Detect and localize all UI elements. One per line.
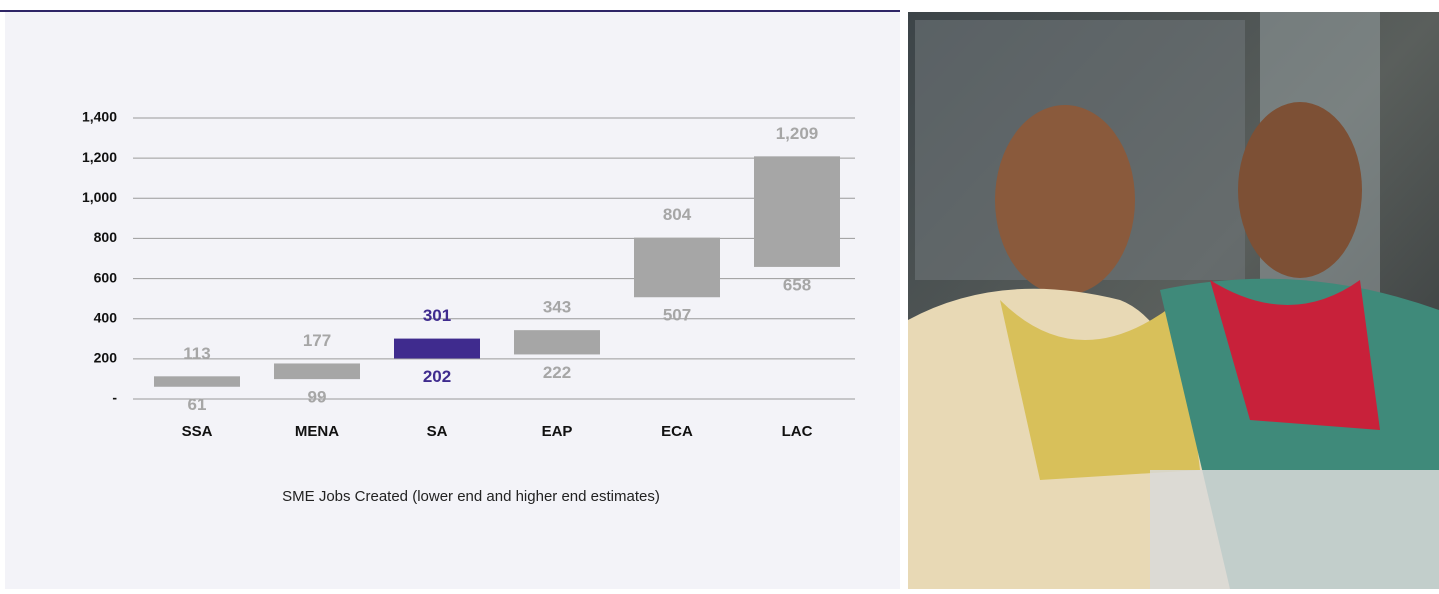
high-value-label: 1,209 <box>776 124 819 143</box>
high-value-label: 804 <box>663 205 692 224</box>
low-value-label: 99 <box>308 388 327 407</box>
x-axis-caption: SME Jobs Created (lower end and higher e… <box>282 488 660 505</box>
high-value-label: 301 <box>423 306 451 325</box>
low-value-label: 658 <box>783 275 811 294</box>
x-tick-label: MENA <box>295 423 339 440</box>
x-tick-label: ECA <box>661 423 693 440</box>
chart-panel <box>5 12 900 589</box>
y-tick-label: 1,200 <box>82 149 117 165</box>
top-rule <box>0 10 900 12</box>
low-value-label: 507 <box>663 306 691 325</box>
y-tick-label: 400 <box>94 309 118 325</box>
x-tick-label: EAP <box>542 423 573 440</box>
y-tick-label: 600 <box>94 269 118 285</box>
range-bar <box>154 376 240 387</box>
high-value-label: 343 <box>543 298 571 317</box>
y-tick-label: - <box>112 390 117 406</box>
y-tick-label: 1,400 <box>82 109 117 125</box>
low-value-label: 202 <box>423 367 451 386</box>
x-tick-label: SA <box>427 423 448 440</box>
range-bar <box>514 330 600 355</box>
low-value-label: 222 <box>543 363 571 382</box>
range-bar <box>634 237 720 298</box>
range-bar <box>754 156 840 267</box>
photo <box>908 12 1439 589</box>
range-bar <box>274 363 360 380</box>
low-value-label: 61 <box>188 395 207 414</box>
x-tick-label: LAC <box>782 423 813 440</box>
y-tick-label: 800 <box>94 229 118 245</box>
y-tick-label: 1,000 <box>82 189 117 205</box>
x-tick-label: SSA <box>182 423 213 440</box>
high-value-label: 177 <box>303 331 331 350</box>
range-bar <box>394 338 480 359</box>
y-tick-label: 200 <box>94 350 118 366</box>
high-value-label: 113 <box>183 344 210 363</box>
